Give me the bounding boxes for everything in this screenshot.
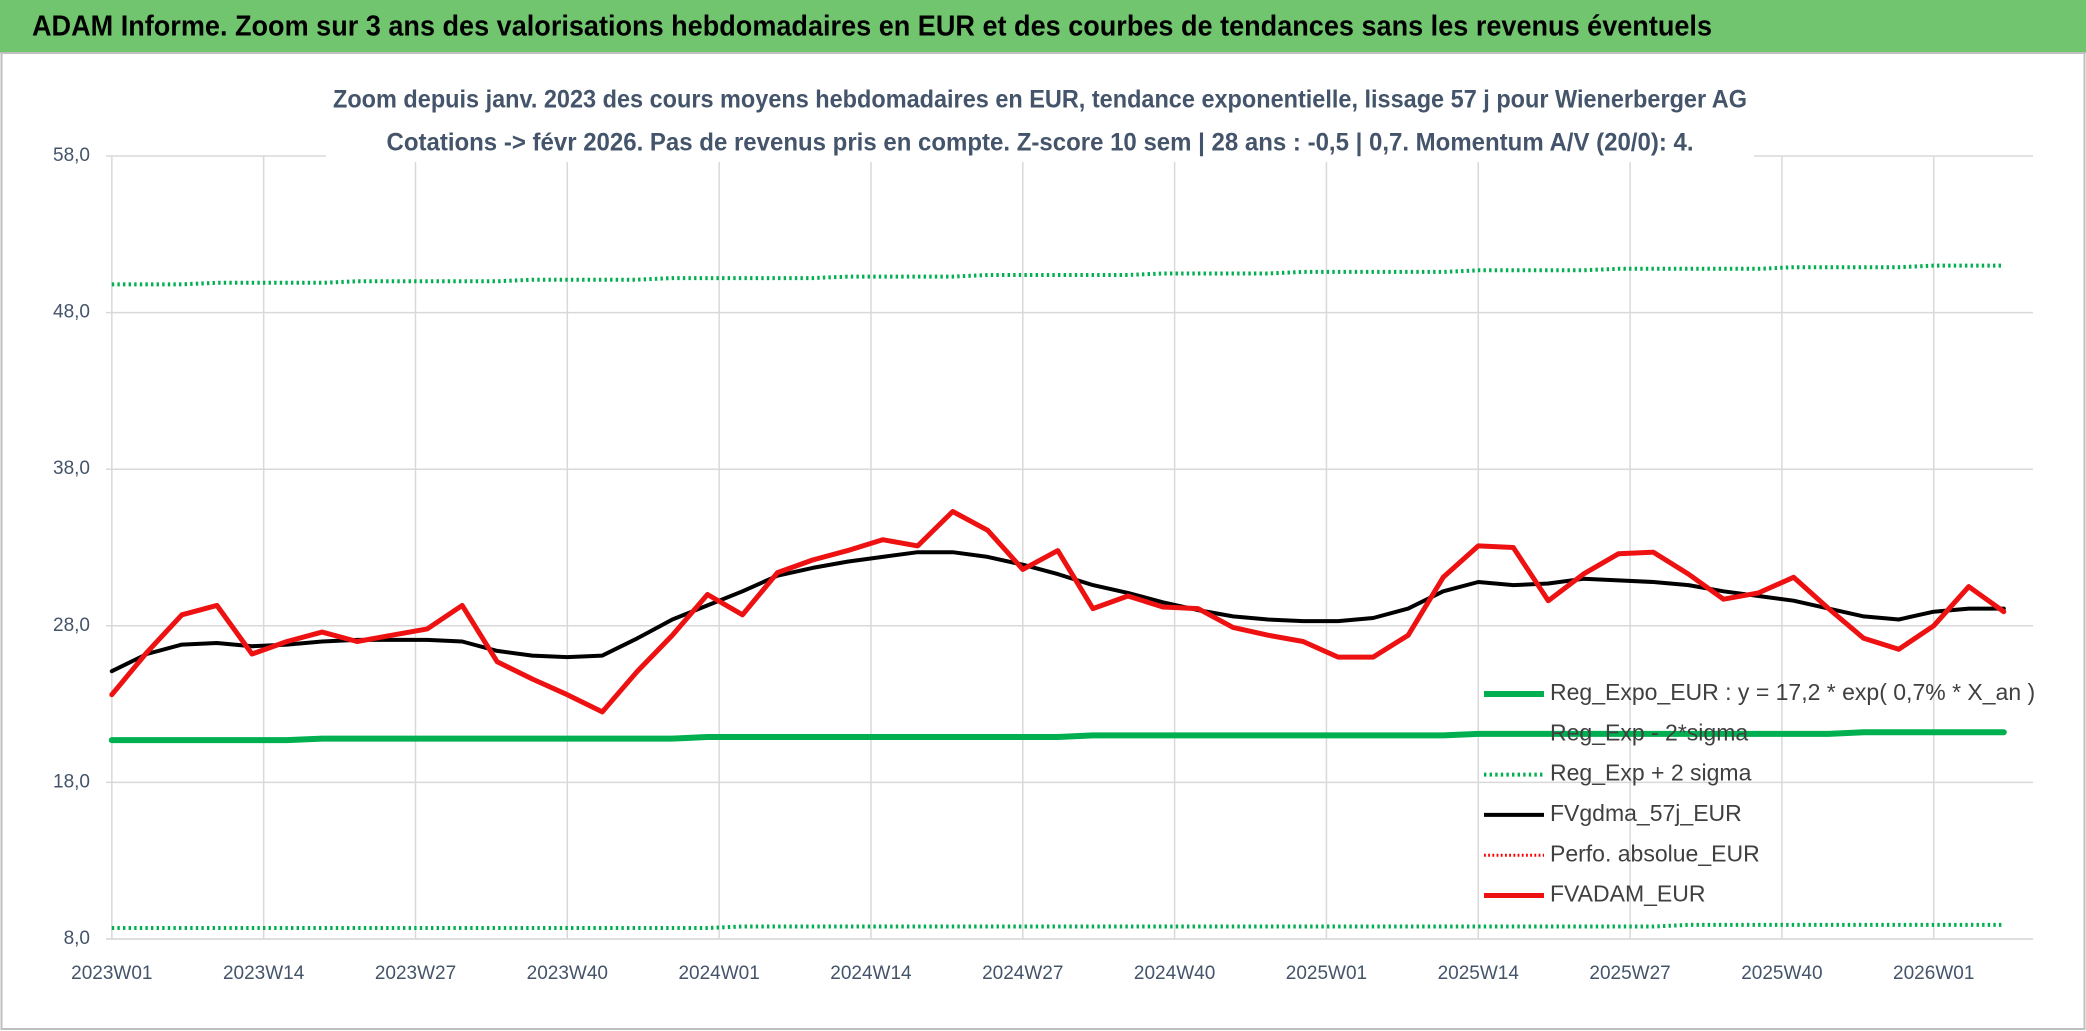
x-tick-label: 2025W27 (1589, 963, 1670, 984)
y-tick-label: 18,0 (53, 771, 90, 792)
x-tick-label: 2025W01 (1286, 963, 1367, 984)
series-line (111, 922, 2004, 930)
y-tick-label: 28,0 (53, 615, 90, 636)
x-tick-label: 2023W14 (223, 963, 305, 984)
y-tick-label: 48,0 (53, 302, 90, 323)
legend-label: Reg_Expo_EUR : y = 17,2 * exp( 0,7% * X_… (1550, 679, 2035, 705)
title-background (326, 82, 1754, 162)
plot (108, 263, 2007, 930)
series-line (109, 509, 2007, 715)
x-tick-label: 2023W27 (375, 963, 456, 984)
x-tick-label: 2025W14 (1438, 963, 1520, 984)
header-title: ADAM Informe. Zoom sur 3 ans des valoris… (32, 11, 1712, 43)
y-tick-label: 8,0 (64, 928, 90, 949)
chart-title: Zoom depuis janv. 2023 des cours moyens … (333, 86, 1747, 114)
chart-subtitle: Cotations -> févr 2026. Pas de revenus p… (387, 129, 1694, 157)
series-line (108, 729, 2007, 744)
x-tick-label: 2024W14 (830, 963, 912, 984)
x-tick-label: 2024W01 (678, 963, 759, 984)
chart-border (0, 52, 2086, 1030)
x-tick-label: 2025W40 (1741, 963, 1822, 984)
legend: Reg_Expo_EUR : y = 17,2 * exp( 0,7% * X_… (1484, 679, 2035, 907)
legend-label: Reg_Exp - 2*sigma (1550, 719, 1748, 745)
legend-label: FVgdma_57j_EUR (1550, 800, 1742, 826)
x-tick-label: 2023W01 (71, 963, 152, 984)
legend-label: FVADAM_EUR (1550, 881, 1706, 907)
y-tick-label: 58,0 (53, 145, 90, 166)
series-line (109, 550, 2006, 674)
x-tick-label: 2024W40 (1134, 963, 1215, 984)
legend-label: Reg_Exp + 2 sigma (1550, 760, 1752, 786)
y-tick-label: 38,0 (53, 458, 90, 479)
x-tick-label: 2023W40 (527, 963, 608, 984)
header-bar (0, 0, 2086, 53)
series-line (111, 263, 2004, 287)
grid: 8,0 18,0 28,0 38,0 48,0 58,0 2023W01 2023W14 202… (53, 145, 2033, 984)
x-tick-label: 2026W01 (1893, 963, 1974, 984)
x-tick-label: 2024W27 (982, 963, 1063, 984)
legend-label: Perfo. absolue_EUR (1550, 840, 1760, 866)
